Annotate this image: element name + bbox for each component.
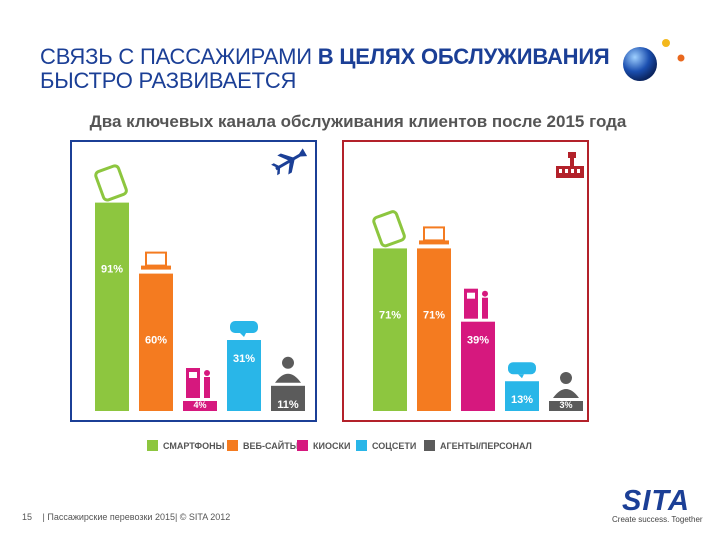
legend-label-smartphones: СМАРТФОНЫ	[163, 440, 225, 451]
bar-label-airport-1: 71%	[423, 309, 445, 321]
page-number: 15	[22, 512, 33, 522]
sita-logo-text: SITA	[622, 485, 690, 517]
bar-airline-0	[95, 202, 129, 411]
page-title: СВЯЗЬ С ПАССАЖИРАМИ В ЦЕЛЯХ ОБСЛУЖИВАНИЯ…	[40, 45, 610, 93]
person-icon	[275, 356, 301, 383]
laptop-icon	[419, 226, 449, 245]
bar-airport-0	[373, 248, 407, 411]
legend-item-social: СОЦСЕТИ	[356, 440, 416, 451]
smartphone-icon	[94, 164, 128, 202]
speech-bubble-icon	[230, 321, 258, 338]
legend-label-websites: ВЕБ-САЙТЫ	[243, 440, 299, 451]
bar-airline-3	[227, 340, 261, 411]
bar-airport-4	[549, 401, 583, 411]
chart-airline: 91% 60% 4% 31% 11%	[94, 164, 305, 411]
legend-swatch-smartphones	[147, 440, 158, 451]
bar-label-airport-3: 13%	[511, 394, 533, 406]
title-line1-bold: В ЦЕЛЯХ ОБСЛУЖИВАНИЯ	[317, 44, 610, 69]
small-orb-orange	[677, 54, 685, 62]
bar-label-airline-1: 60%	[145, 335, 167, 347]
laptop-icon	[141, 251, 171, 270]
legend-item-kiosks: КИОСКИ	[297, 440, 350, 451]
legend-swatch-social	[356, 440, 367, 451]
bar-airline-4	[271, 385, 305, 411]
chart-airport: 71% 71% 39% 13% 3%	[372, 210, 583, 411]
kiosk-icon	[186, 368, 210, 398]
airport-tower-icon	[556, 152, 584, 178]
legend-swatch-websites	[227, 440, 238, 451]
sita-logo: SITA Create success. Together	[612, 485, 707, 530]
small-orb-yellow	[662, 39, 670, 47]
sita-tagline: Create success. Together	[612, 515, 703, 524]
airplane-icon	[271, 148, 308, 176]
legend-item-smartphones: СМАРТФОНЫ	[147, 440, 224, 451]
speech-bubble-icon	[508, 362, 536, 379]
airline-panel	[70, 140, 317, 422]
footer: 15 | Пассажирские перевозки 2015| © SITA…	[22, 512, 230, 522]
bar-airport-1	[417, 248, 451, 411]
legend-item-websites: ВЕБ-САЙТЫ	[227, 440, 299, 451]
bar-label-airline-2: 4%	[193, 400, 206, 410]
legend-label-agents: АГЕНТЫ/ПЕРСОНАЛ	[440, 440, 532, 451]
bar-label-airline-0: 91%	[101, 264, 123, 276]
legend: СМАРТФОНЫ ВЕБ-САЙТЫ КИОСКИ СОЦСЕТИ АГЕНТ…	[0, 440, 716, 456]
legend-item-agents: АГЕНТЫ/ПЕРСОНАЛ	[424, 440, 532, 451]
person-icon	[553, 372, 579, 398]
title-line1-normal: СВЯЗЬ С ПАССАЖИРАМИ	[40, 44, 318, 69]
smartphone-icon	[372, 210, 406, 248]
legend-swatch-kiosks	[297, 440, 308, 451]
bar-airline-1	[139, 273, 173, 411]
title-line2: БЫСТРО РАЗВИВАЕТСЯ	[40, 68, 297, 93]
footer-text: | Пассажирские перевозки 2015| © SITA 20…	[42, 512, 231, 522]
bar-airline-2	[183, 401, 217, 411]
bar-label-airline-3: 31%	[233, 353, 255, 365]
legend-label-kiosks: КИОСКИ	[313, 440, 351, 451]
legend-swatch-agents	[424, 440, 435, 451]
chart-subtitle: Два ключевых канала обслуживания клиенто…	[89, 112, 627, 131]
bar-label-airport-0: 71%	[379, 309, 401, 321]
legend-label-social: СОЦСЕТИ	[372, 440, 417, 451]
bar-airport-2	[461, 321, 495, 411]
decorative-orbs	[623, 39, 685, 81]
bar-label-airport-4: 3%	[559, 400, 572, 410]
bar-label-airline-4: 11%	[277, 399, 299, 411]
airport-panel	[342, 140, 589, 422]
kiosk-icon	[464, 288, 488, 319]
bar-label-airport-2: 39%	[467, 335, 489, 347]
bar-airport-3	[505, 381, 539, 411]
large-orb	[623, 47, 657, 81]
